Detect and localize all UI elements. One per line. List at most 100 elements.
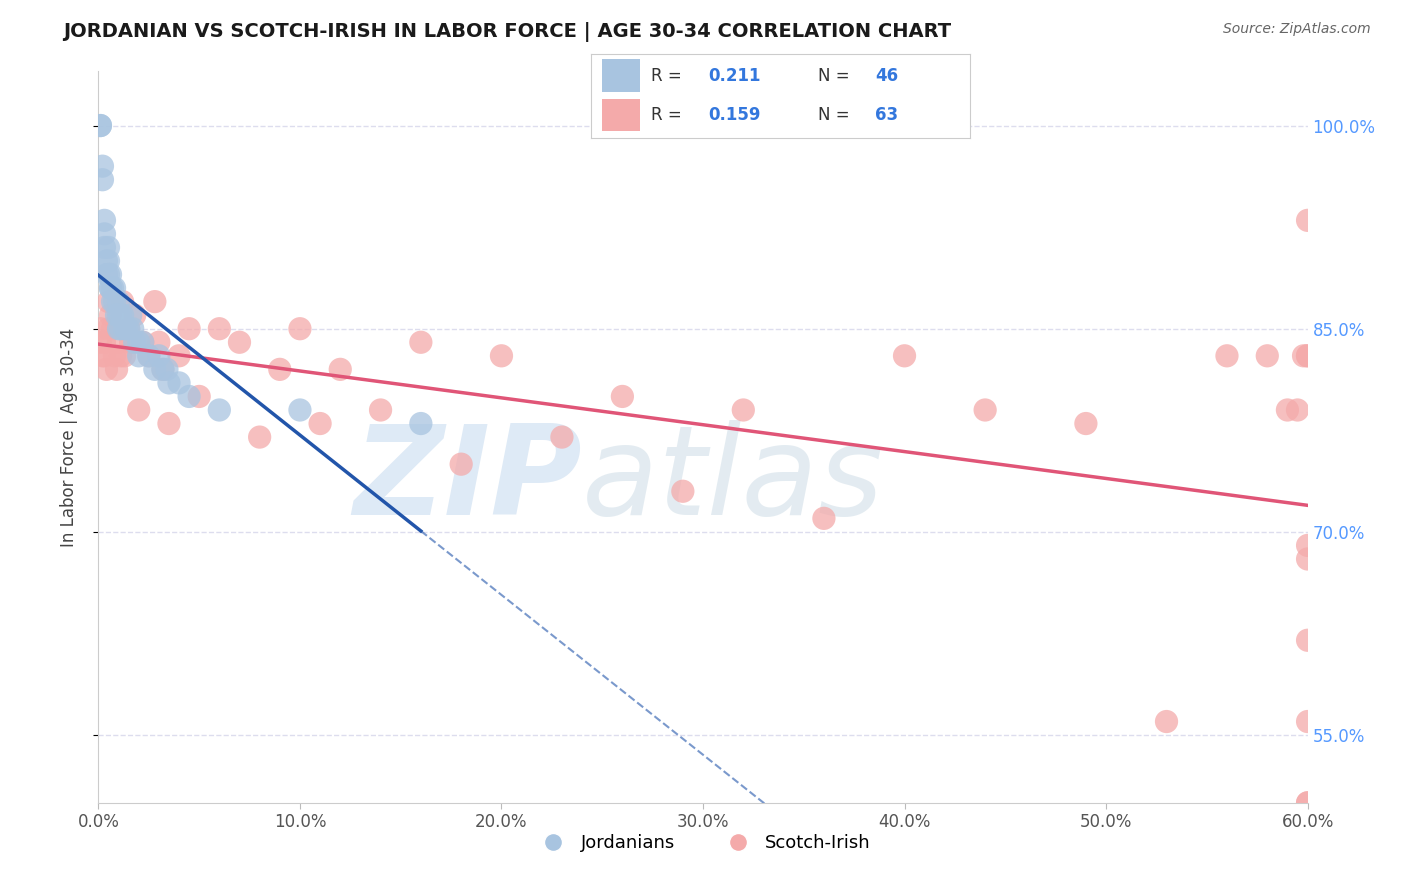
Point	[89, 119, 111, 133]
Point	[101, 281, 124, 295]
Point	[1296, 213, 1319, 227]
Text: R =: R =	[651, 67, 682, 85]
Point	[208, 322, 231, 336]
Point	[103, 349, 125, 363]
Text: Source: ZipAtlas.com: Source: ZipAtlas.com	[1223, 22, 1371, 37]
Point	[179, 322, 201, 336]
Point	[121, 322, 143, 336]
Point	[100, 281, 122, 295]
Text: 0.159: 0.159	[709, 106, 761, 124]
Point	[167, 349, 190, 363]
Point	[128, 349, 150, 363]
Point	[103, 281, 125, 295]
Point	[370, 403, 392, 417]
Point	[114, 349, 136, 363]
Point	[249, 430, 271, 444]
Point	[91, 349, 114, 363]
Point	[1216, 349, 1239, 363]
Text: 46: 46	[875, 67, 898, 85]
Point	[1156, 714, 1178, 729]
Point	[89, 322, 111, 336]
Point	[733, 403, 755, 417]
Point	[1296, 633, 1319, 648]
Text: N =: N =	[818, 67, 849, 85]
Point	[107, 335, 129, 350]
Text: 63: 63	[875, 106, 898, 124]
Point	[97, 322, 120, 336]
Point	[100, 268, 122, 282]
Point	[105, 362, 128, 376]
Point	[491, 349, 513, 363]
Point	[115, 322, 138, 336]
Point	[93, 227, 115, 241]
Point	[100, 308, 122, 322]
Point	[813, 511, 835, 525]
Point	[208, 403, 231, 417]
Point	[93, 335, 115, 350]
Point	[1074, 417, 1097, 431]
Point	[1296, 714, 1319, 729]
Point	[96, 254, 118, 268]
Point	[309, 417, 332, 431]
Text: N =: N =	[818, 106, 849, 124]
Point	[93, 213, 115, 227]
Point	[551, 430, 574, 444]
Point	[120, 308, 142, 322]
Point	[143, 362, 166, 376]
Point	[124, 308, 146, 322]
Point	[128, 403, 150, 417]
Point	[1296, 552, 1319, 566]
Point	[156, 362, 179, 376]
Point	[409, 335, 432, 350]
Point	[409, 417, 432, 431]
Point	[672, 484, 695, 499]
Point	[107, 322, 129, 336]
Point	[93, 240, 115, 254]
Point	[138, 349, 160, 363]
Point	[1286, 403, 1309, 417]
Point	[118, 322, 141, 336]
Point	[1256, 349, 1278, 363]
Text: R =: R =	[651, 106, 682, 124]
Point	[612, 389, 634, 403]
Point	[143, 294, 166, 309]
Point	[1277, 403, 1299, 417]
Point	[329, 362, 352, 376]
Point	[1296, 538, 1319, 552]
Point	[107, 308, 129, 322]
Point	[107, 294, 129, 309]
Point	[101, 294, 124, 309]
Point	[1296, 796, 1319, 810]
Point	[288, 403, 311, 417]
Point	[148, 349, 170, 363]
Point	[97, 254, 120, 268]
Point	[128, 335, 150, 350]
Point	[167, 376, 190, 390]
Point	[893, 349, 915, 363]
Point	[110, 349, 132, 363]
Y-axis label: In Labor Force | Age 30-34: In Labor Force | Age 30-34	[59, 327, 77, 547]
Bar	[602, 60, 640, 92]
Point	[269, 362, 291, 376]
Point	[91, 159, 114, 173]
Point	[228, 335, 250, 350]
Point	[138, 349, 160, 363]
Text: ZIP: ZIP	[353, 420, 582, 541]
Point	[148, 335, 170, 350]
Point	[97, 240, 120, 254]
Text: JORDANIAN VS SCOTCH-IRISH IN LABOR FORCE | AGE 30-34 CORRELATION CHART: JORDANIAN VS SCOTCH-IRISH IN LABOR FORCE…	[63, 22, 952, 42]
Point	[96, 268, 118, 282]
Point	[110, 322, 132, 336]
Legend: Jordanians, Scotch-Irish: Jordanians, Scotch-Irish	[529, 827, 877, 860]
Point	[101, 322, 124, 336]
Point	[93, 349, 115, 363]
Point	[111, 308, 134, 322]
Point	[152, 362, 174, 376]
Point	[124, 335, 146, 350]
Point	[450, 457, 472, 471]
Point	[120, 335, 142, 350]
Point	[96, 362, 118, 376]
Point	[132, 335, 155, 350]
Point	[157, 376, 180, 390]
Point	[111, 294, 134, 309]
